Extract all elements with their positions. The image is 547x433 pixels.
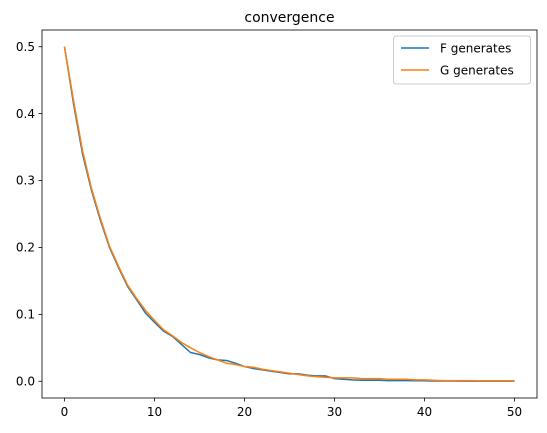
- series-line-0: [63, 46, 515, 382]
- legend-label-g: G generates: [440, 64, 514, 78]
- plot-frame: [41, 29, 538, 399]
- y-axis-ticks: 0.0 0.1 0.2 0.3 0.4 0.5: [16, 40, 42, 388]
- x-tick-label: 40: [417, 405, 432, 419]
- x-tick-label: 20: [237, 405, 252, 419]
- legend: F generates G generates: [393, 35, 531, 85]
- x-tick-label: 0: [61, 405, 69, 419]
- y-tick-label: 0.4: [16, 107, 35, 121]
- series-line-1: [63, 46, 515, 382]
- x-tick-label: 30: [327, 405, 342, 419]
- y-tick-label: 0.1: [16, 308, 35, 322]
- legend-label-f: F generates: [440, 42, 511, 56]
- x-tick-label: 50: [507, 405, 522, 419]
- y-tick-label: 0.3: [16, 174, 35, 188]
- x-axis-ticks: 0 10 20 30 40 50: [61, 398, 522, 419]
- plot-lines: [63, 46, 515, 382]
- x-tick-label: 10: [147, 405, 162, 419]
- y-tick-label: 0.0: [16, 374, 35, 388]
- y-tick-label: 0.5: [16, 40, 35, 54]
- chart-title: convergence: [244, 10, 334, 26]
- y-tick-label: 0.2: [16, 241, 35, 255]
